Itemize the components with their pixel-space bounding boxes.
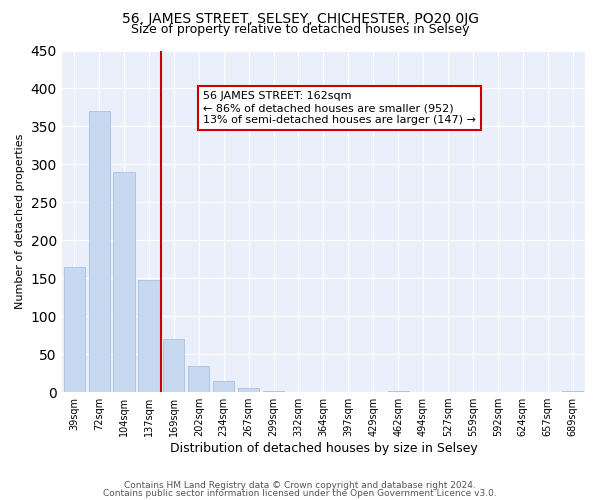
Text: Contains public sector information licensed under the Open Government Licence v3: Contains public sector information licen… bbox=[103, 488, 497, 498]
Text: 56 JAMES STREET: 162sqm
← 86% of detached houses are smaller (952)
13% of semi-d: 56 JAMES STREET: 162sqm ← 86% of detache… bbox=[203, 92, 476, 124]
Bar bbox=[139, 280, 160, 392]
Text: Size of property relative to detached houses in Selsey: Size of property relative to detached ho… bbox=[131, 22, 469, 36]
Bar bbox=[163, 339, 184, 392]
X-axis label: Distribution of detached houses by size in Selsey: Distribution of detached houses by size … bbox=[170, 442, 477, 455]
Bar bbox=[263, 390, 284, 392]
Bar bbox=[213, 380, 235, 392]
Y-axis label: Number of detached properties: Number of detached properties bbox=[15, 134, 25, 309]
Bar bbox=[64, 267, 85, 392]
Text: Contains HM Land Registry data © Crown copyright and database right 2024.: Contains HM Land Registry data © Crown c… bbox=[124, 481, 476, 490]
Bar bbox=[238, 388, 259, 392]
Text: 56, JAMES STREET, SELSEY, CHICHESTER, PO20 0JG: 56, JAMES STREET, SELSEY, CHICHESTER, PO… bbox=[121, 12, 479, 26]
Bar bbox=[562, 390, 583, 392]
Bar bbox=[188, 366, 209, 392]
Bar bbox=[113, 172, 134, 392]
Bar bbox=[89, 111, 110, 392]
